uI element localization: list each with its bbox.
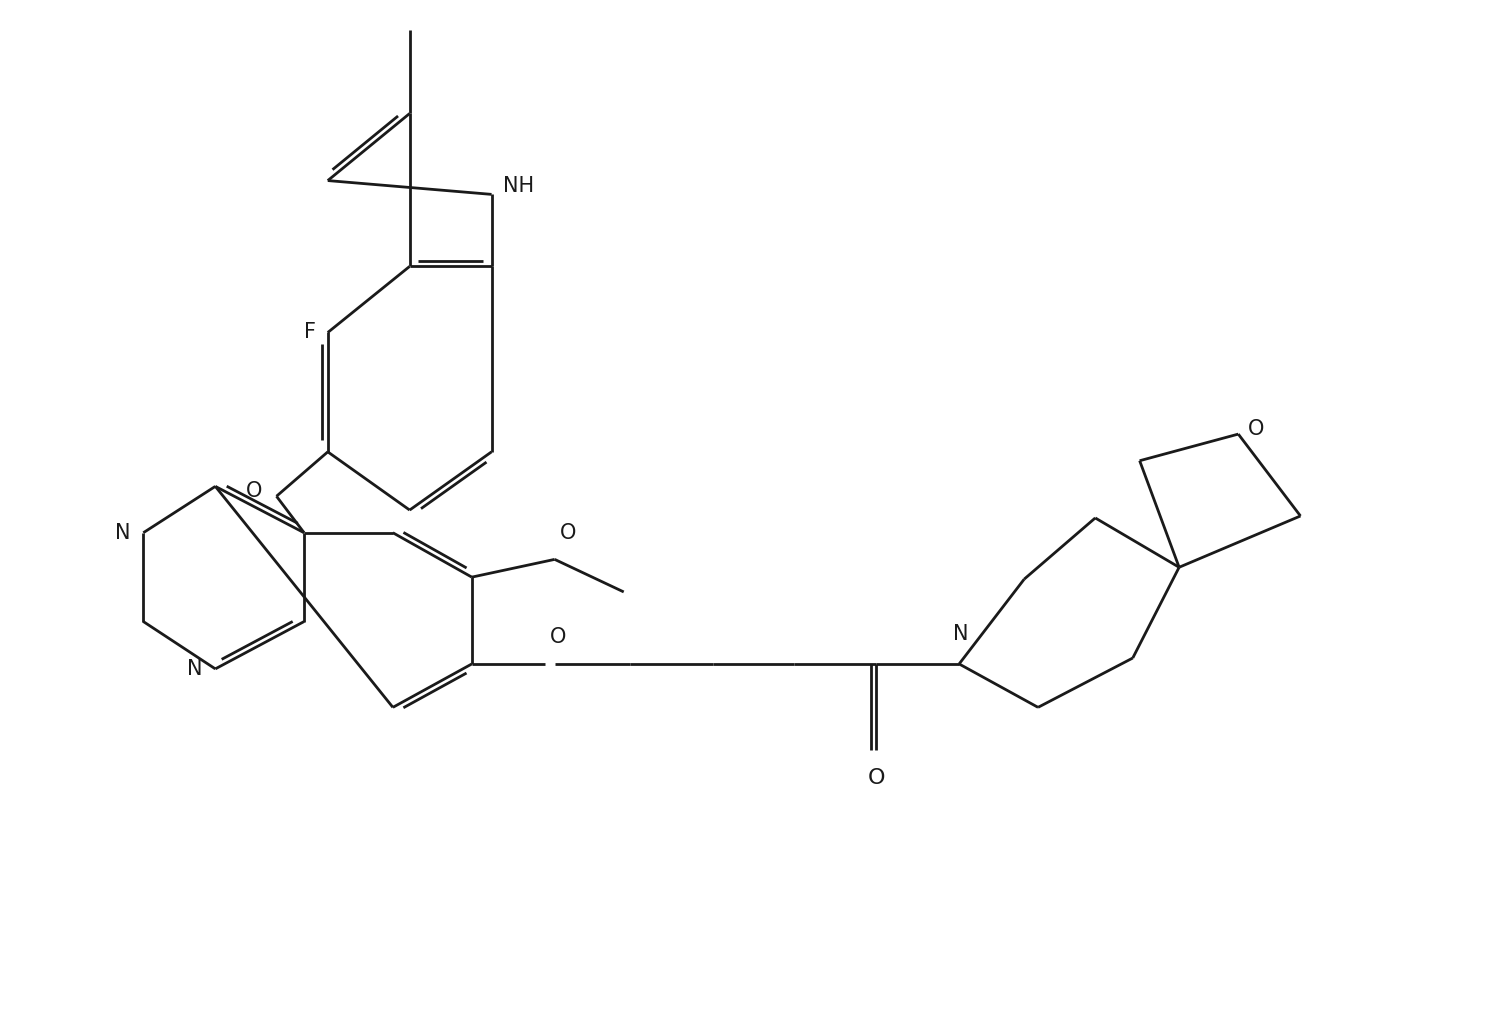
Text: N: N bbox=[954, 624, 969, 645]
Text: F: F bbox=[304, 323, 316, 342]
Text: O: O bbox=[1248, 419, 1264, 439]
Text: N: N bbox=[188, 659, 202, 678]
Text: O: O bbox=[549, 627, 566, 648]
Text: O: O bbox=[867, 768, 885, 787]
Text: NH: NH bbox=[504, 177, 534, 196]
Text: O: O bbox=[246, 481, 262, 502]
Text: N: N bbox=[116, 523, 130, 543]
Text: O: O bbox=[560, 522, 576, 543]
